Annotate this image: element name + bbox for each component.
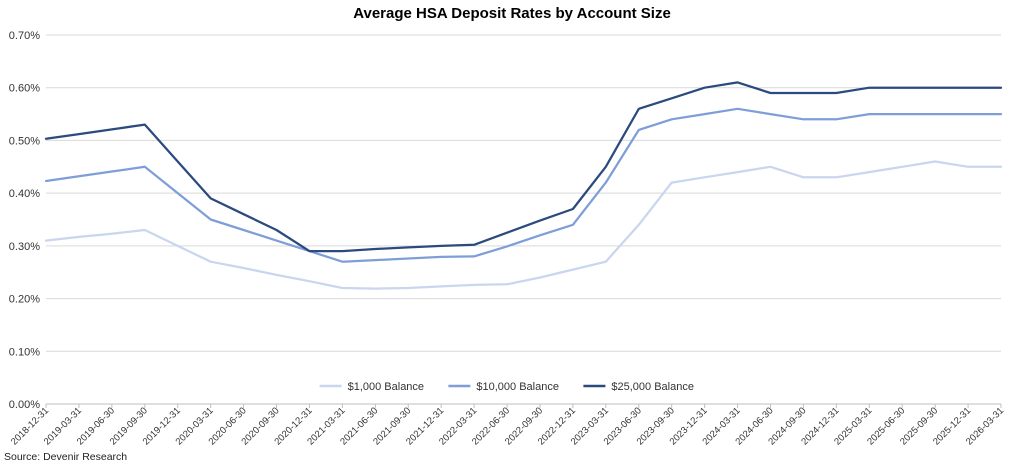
y-tick-label: 0.30% [9,241,40,253]
series-line-1 [44,160,1003,290]
series-line-2 [44,107,1003,263]
y-tick-label: 0.10% [9,346,40,358]
y-axis: 0.00% 0.10% 0.20% 0.30% 0.40% 0.50% 0.60% 0.70% [9,30,40,411]
y-tick-label: 0.70% [9,30,40,42]
source-note: Source: Devenir Research [4,451,128,463]
legend-label: $10,000 Balance [476,381,559,393]
y-tick-label: 0.60% [9,83,40,95]
chart-title: Average HSA Deposit Rates by Account Siz… [353,5,671,22]
plot-area [44,81,1003,290]
legend-label: $25,000 Balance [611,381,694,393]
series-line-3 [44,81,1003,253]
y-tick-label: 0.50% [9,135,40,147]
x-axis: 2018-12-312019-03-312019-06-302019-09-30… [9,404,1006,447]
y-tick-label: 0.40% [9,188,40,200]
y-tick-label: 0.00% [9,399,40,411]
legend: $1,000 Balance $10,000 Balance $25,000 Bal… [319,381,694,393]
legend-label: $1,000 Balance [348,381,424,393]
y-tick-label: 0.20% [9,294,40,306]
